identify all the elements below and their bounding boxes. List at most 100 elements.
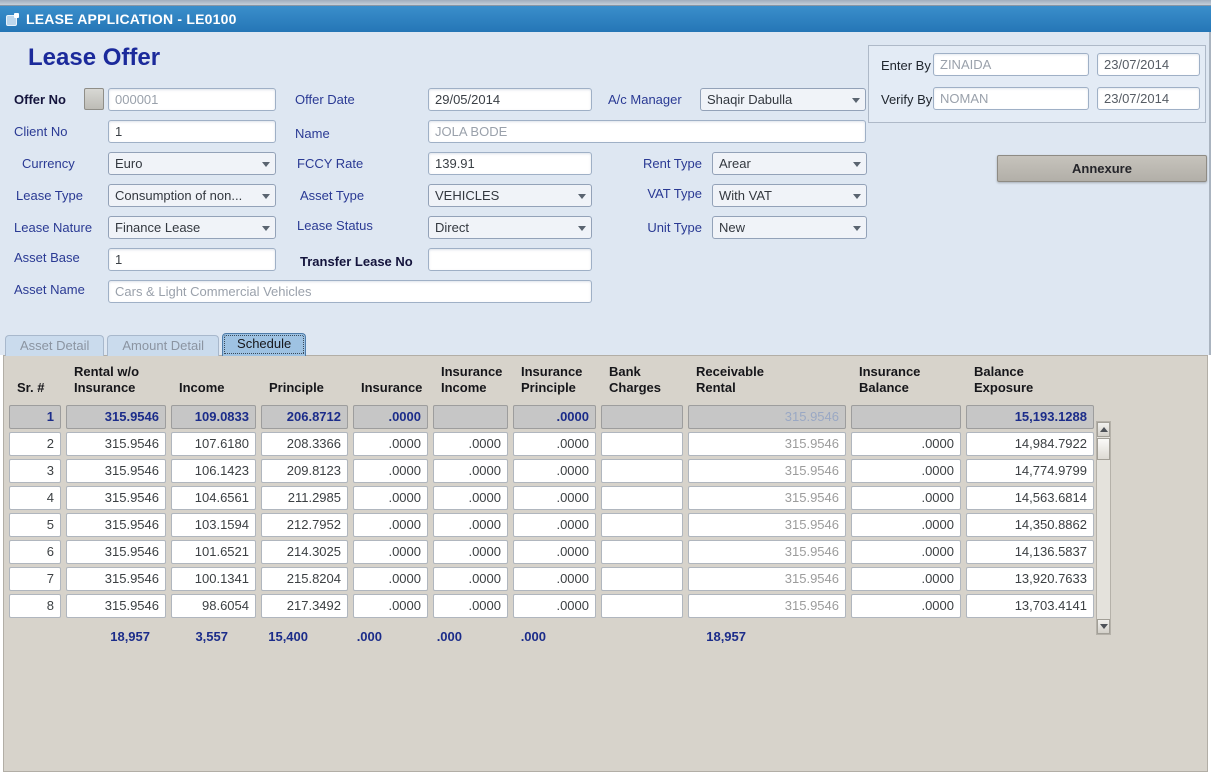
- cell[interactable]: 2: [9, 431, 61, 456]
- lease-status-select[interactable]: Direct: [428, 216, 592, 239]
- currency-select[interactable]: Euro: [108, 152, 276, 175]
- cell[interactable]: 15,193.1288: [966, 404, 1094, 429]
- cell[interactable]: 106.1423: [171, 458, 256, 483]
- cell[interactable]: 13,703.4141: [966, 593, 1094, 618]
- table-row[interactable]: 6 315.9546 101.6521 214.3025.0000.0000.0000…: [9, 539, 1094, 564]
- cell[interactable]: 14,350.8862: [966, 512, 1094, 537]
- cell[interactable]: .0000: [851, 566, 961, 591]
- cell[interactable]: 5: [9, 512, 61, 537]
- cell[interactable]: [601, 512, 683, 537]
- cell[interactable]: .0000: [433, 431, 508, 456]
- cell[interactable]: .0000: [433, 512, 508, 537]
- cell[interactable]: 315.9546: [688, 485, 846, 510]
- unit-type-select[interactable]: New: [712, 216, 867, 239]
- cell[interactable]: 315.9546: [66, 485, 166, 510]
- cell[interactable]: 212.7952: [261, 512, 348, 537]
- cell[interactable]: 214.3025: [261, 539, 348, 564]
- cell[interactable]: [601, 458, 683, 483]
- tab-asset-detail[interactable]: Asset Detail: [5, 335, 105, 356]
- cell[interactable]: 315.9546: [66, 512, 166, 537]
- cell[interactable]: [601, 404, 683, 429]
- cell[interactable]: .0000: [851, 512, 961, 537]
- verify-by-field[interactable]: NOMAN: [933, 87, 1089, 110]
- cell[interactable]: .0000: [851, 539, 961, 564]
- cell[interactable]: 206.8712: [261, 404, 348, 429]
- cell[interactable]: .0000: [433, 566, 508, 591]
- cell[interactable]: 315.9546: [688, 512, 846, 537]
- cell[interactable]: 1: [9, 404, 61, 429]
- cell[interactable]: [601, 539, 683, 564]
- cell[interactable]: .0000: [851, 458, 961, 483]
- cell[interactable]: 208.3366: [261, 431, 348, 456]
- transfer-lease-no-field[interactable]: [428, 248, 592, 271]
- cell[interactable]: 14,136.5837: [966, 539, 1094, 564]
- cell[interactable]: 315.9546: [688, 593, 846, 618]
- cell[interactable]: .0000: [513, 458, 596, 483]
- cell[interactable]: [601, 593, 683, 618]
- asset-name-field[interactable]: Cars & Light Commercial Vehicles: [108, 280, 592, 303]
- table-row[interactable]: 1 315.9546 109.0833 206.8712.0000.0000 315.9…: [9, 404, 1094, 429]
- cell[interactable]: 100.1341: [171, 566, 256, 591]
- cell[interactable]: 315.9546: [66, 431, 166, 456]
- lease-nature-select[interactable]: Finance Lease: [108, 216, 276, 239]
- cell[interactable]: 315.9546: [66, 593, 166, 618]
- cell[interactable]: .0000: [513, 404, 596, 429]
- vat-type-select[interactable]: With VAT: [712, 184, 867, 207]
- cell[interactable]: .0000: [851, 431, 961, 456]
- rent-type-select[interactable]: Arear: [712, 152, 867, 175]
- offer-no-field[interactable]: 000001: [108, 88, 276, 111]
- lease-type-select[interactable]: Consumption of non...: [108, 184, 276, 207]
- cell[interactable]: 4: [9, 485, 61, 510]
- cell[interactable]: [433, 404, 508, 429]
- enter-by-field[interactable]: ZINAIDA: [933, 53, 1089, 76]
- cell[interactable]: 315.9546: [66, 404, 166, 429]
- cell[interactable]: .0000: [851, 593, 961, 618]
- fccy-rate-field[interactable]: 139.91: [428, 152, 592, 175]
- cell[interactable]: 14,563.6814: [966, 485, 1094, 510]
- enter-date-field[interactable]: 23/07/2014: [1097, 53, 1200, 76]
- ac-manager-select[interactable]: Shaqir Dabulla: [700, 88, 866, 111]
- cell[interactable]: [601, 485, 683, 510]
- cell[interactable]: 3: [9, 458, 61, 483]
- cell[interactable]: 315.9546: [688, 458, 846, 483]
- cell[interactable]: .0000: [433, 593, 508, 618]
- offer-no-lookup-button[interactable]: [84, 88, 104, 110]
- cell[interactable]: 315.9546: [688, 539, 846, 564]
- cell[interactable]: .0000: [353, 404, 428, 429]
- cell[interactable]: 8: [9, 593, 61, 618]
- table-row[interactable]: 3 315.9546 106.1423 209.8123.0000.0000.0000…: [9, 458, 1094, 483]
- client-name-field[interactable]: JOLA BODE: [428, 120, 866, 143]
- cell[interactable]: 315.9546: [66, 566, 166, 591]
- cell[interactable]: .0000: [851, 485, 961, 510]
- cell[interactable]: .0000: [513, 431, 596, 456]
- cell[interactable]: 104.6561: [171, 485, 256, 510]
- schedule-scrollbar[interactable]: [1096, 421, 1111, 635]
- cell[interactable]: .0000: [433, 539, 508, 564]
- cell[interactable]: .0000: [513, 566, 596, 591]
- cell[interactable]: 101.6521: [171, 539, 256, 564]
- table-row[interactable]: 8 315.9546 98.6054 217.3492.0000.0000.0000 3…: [9, 593, 1094, 618]
- cell[interactable]: 98.6054: [171, 593, 256, 618]
- scroll-up-button[interactable]: [1097, 422, 1110, 437]
- cell[interactable]: 211.2985: [261, 485, 348, 510]
- cell[interactable]: 6: [9, 539, 61, 564]
- annexure-button[interactable]: Annexure: [997, 155, 1207, 182]
- table-row[interactable]: 2 315.9546 107.6180 208.3366.0000.0000.0000…: [9, 431, 1094, 456]
- cell[interactable]: .0000: [433, 458, 508, 483]
- cell[interactable]: .0000: [353, 431, 428, 456]
- verify-date-field[interactable]: 23/07/2014: [1097, 87, 1200, 110]
- cell[interactable]: .0000: [513, 512, 596, 537]
- cell[interactable]: 109.0833: [171, 404, 256, 429]
- cell[interactable]: 315.9546: [688, 404, 846, 429]
- cell[interactable]: 14,984.7922: [966, 431, 1094, 456]
- cell[interactable]: 315.9546: [66, 458, 166, 483]
- cell[interactable]: 315.9546: [688, 566, 846, 591]
- cell[interactable]: [601, 431, 683, 456]
- scrollbar-thumb[interactable]: [1097, 438, 1110, 460]
- client-no-field[interactable]: 1: [108, 120, 276, 143]
- table-row[interactable]: 5 315.9546 103.1594 212.7952.0000.0000.0000…: [9, 512, 1094, 537]
- cell[interactable]: .0000: [353, 593, 428, 618]
- asset-base-field[interactable]: 1: [108, 248, 276, 271]
- cell[interactable]: .0000: [433, 485, 508, 510]
- cell[interactable]: 217.3492: [261, 593, 348, 618]
